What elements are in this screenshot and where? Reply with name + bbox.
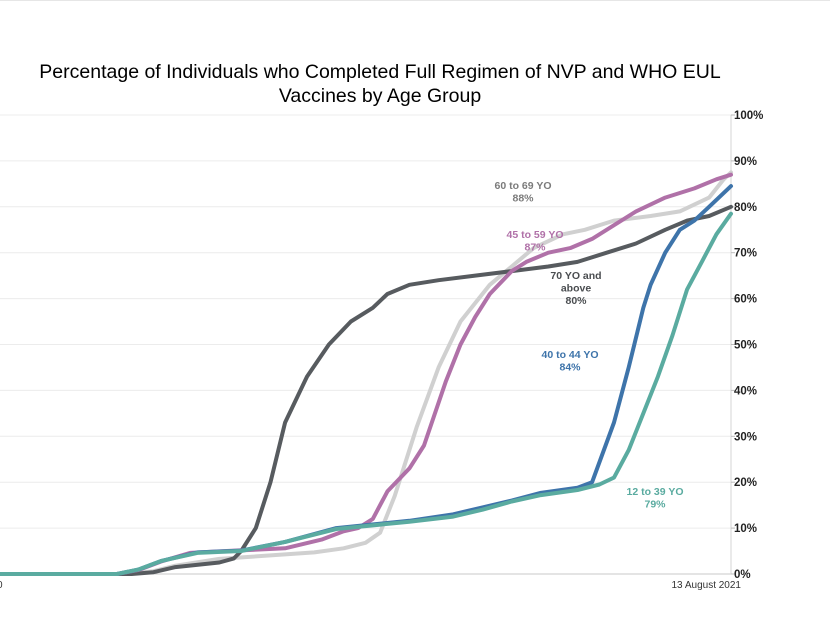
- top-divider: [0, 0, 830, 1]
- chart-title: Percentage of Individuals who Completed …: [0, 60, 760, 108]
- series-value-label: 80%: [565, 295, 587, 307]
- gridlines: [0, 114, 731, 575]
- series-line-60-to-69-yo: [0, 170, 733, 576]
- y-tick-label: 30%: [734, 431, 757, 443]
- x-axis-end-label: 13 August 2021: [671, 580, 741, 591]
- series-name-label: 45 to 59 YO: [506, 229, 563, 241]
- y-tick-label: 0%: [734, 569, 751, 581]
- series-name-label: above: [561, 283, 592, 295]
- chart-title-line-1: Percentage of Individuals who Completed …: [39, 61, 721, 83]
- y-tick-label: 10%: [734, 523, 757, 535]
- y-tick-label: 90%: [734, 156, 757, 168]
- y-tick-label: 70%: [734, 248, 757, 260]
- y-tick-label: 50%: [734, 340, 757, 352]
- series-value-label: 87%: [524, 242, 546, 254]
- series-name-label: 40 to 44 YO: [541, 349, 598, 361]
- series-value-label: 79%: [644, 499, 666, 511]
- y-axis: 0% 10% 20% 30% 40% 50% 60% 70% 80% 90% 100%: [730, 110, 763, 581]
- chart-title-line-2: Vaccines by Age Group: [278, 85, 482, 107]
- y-tick-label: 20%: [734, 477, 757, 489]
- series-value-label: 88%: [512, 193, 534, 205]
- series-value-label: 84%: [559, 362, 581, 374]
- series-name-label: 60 to 69 YO: [494, 180, 551, 192]
- series-line-40-to-44-yo: [0, 184, 733, 576]
- y-tick-label: 40%: [734, 385, 757, 397]
- series-line-12-to-39-yo: [0, 211, 733, 576]
- series-name-label: 70 YO and: [550, 270, 601, 282]
- x-axis-start-label: 0: [0, 580, 3, 591]
- series-lines: [0, 170, 733, 576]
- series-line-45-to-59-yo: [0, 172, 733, 576]
- y-tick-label: 60%: [734, 294, 757, 306]
- series-line-70-yo-and-above: [0, 204, 733, 576]
- y-tick-label: 100%: [734, 110, 763, 122]
- series-name-label: 12 to 39 YO: [626, 486, 683, 498]
- y-tick-label: 80%: [734, 202, 757, 214]
